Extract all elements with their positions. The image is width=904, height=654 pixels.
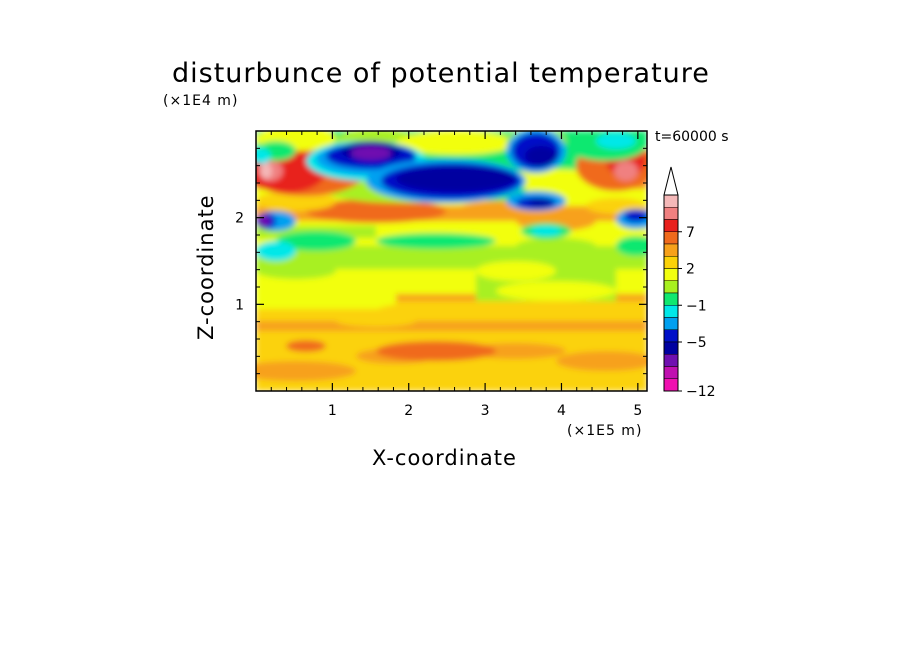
x-axis-label: X-coordinate bbox=[372, 446, 517, 470]
field-blob bbox=[256, 281, 376, 301]
colorbar-level bbox=[663, 194, 679, 208]
field-blob bbox=[396, 166, 516, 192]
colorbar-level bbox=[663, 268, 679, 281]
colorbar-level bbox=[663, 341, 679, 355]
field-blob bbox=[256, 148, 271, 164]
time-label: t=60000 s bbox=[655, 129, 729, 145]
field-blob bbox=[260, 163, 272, 179]
colorbar-level bbox=[663, 378, 679, 392]
y-axis-unit: (×1E4 m) bbox=[163, 93, 239, 109]
colorbar-level bbox=[663, 256, 679, 269]
field-blob bbox=[531, 226, 561, 236]
field-blob bbox=[396, 131, 516, 155]
field-blob bbox=[336, 315, 416, 327]
field-blob bbox=[376, 301, 536, 321]
x-tick-label: 1 bbox=[328, 403, 337, 419]
field-blob bbox=[306, 199, 446, 223]
colorbar-label: −5 bbox=[686, 335, 707, 351]
colorbar-label: −1 bbox=[686, 298, 707, 314]
field-blob bbox=[529, 199, 553, 207]
colorbar-level bbox=[663, 280, 679, 294]
y-tick-label: 2 bbox=[235, 211, 244, 227]
x-tick-label: 2 bbox=[404, 403, 413, 419]
field-blob bbox=[256, 241, 296, 261]
field-blob bbox=[616, 236, 647, 256]
field-blob bbox=[525, 146, 557, 166]
colorbar-level bbox=[663, 292, 679, 306]
field-blob bbox=[256, 361, 356, 381]
field-blob bbox=[556, 351, 647, 371]
colorbar: 7 2 −1 −5 −12 bbox=[663, 166, 716, 400]
field-blob bbox=[376, 233, 496, 249]
colorbar-level bbox=[663, 207, 679, 220]
colorbar-frame bbox=[663, 194, 679, 392]
colorbar-level bbox=[663, 329, 679, 343]
colorbar-label: 7 bbox=[686, 225, 695, 241]
axes-ticks: 1 2 3 4 5 1 2 bbox=[235, 131, 647, 419]
x-axis-unit: (×1E5 m) bbox=[567, 423, 643, 439]
field-blob bbox=[624, 210, 647, 222]
field-blob bbox=[256, 263, 336, 279]
colorbar-label: 2 bbox=[686, 262, 695, 278]
field-blob bbox=[286, 340, 326, 352]
temperature-field bbox=[256, 131, 647, 391]
colorbar-level bbox=[663, 354, 679, 367]
x-tick-label: 5 bbox=[633, 403, 642, 419]
field-blob bbox=[256, 191, 336, 211]
field-blob bbox=[351, 146, 391, 160]
field-blob bbox=[516, 238, 596, 254]
field-blob bbox=[614, 161, 638, 181]
plot-frame bbox=[255, 130, 648, 392]
y-tick-label: 1 bbox=[235, 297, 244, 313]
x-tick-label: 4 bbox=[557, 403, 566, 419]
colorbar-level bbox=[663, 317, 679, 330]
field-blob bbox=[476, 261, 556, 281]
field-blob bbox=[496, 281, 616, 301]
colorbar-level bbox=[663, 366, 679, 379]
field-blob bbox=[596, 133, 636, 149]
x-tick-label: 3 bbox=[481, 403, 490, 419]
colorbar-label: −12 bbox=[686, 384, 716, 400]
colorbar-level bbox=[663, 243, 679, 257]
field-blob bbox=[258, 215, 270, 227]
field-blob bbox=[466, 343, 566, 359]
field-blob bbox=[376, 341, 496, 361]
field-blob bbox=[276, 231, 356, 251]
chart-title: disturbunce of potential temperature bbox=[172, 58, 710, 89]
colorbar-level bbox=[663, 305, 679, 318]
colorbar-extend-arrow bbox=[663, 166, 679, 196]
colorbar-level bbox=[663, 231, 679, 245]
colorbar-level bbox=[663, 219, 679, 232]
